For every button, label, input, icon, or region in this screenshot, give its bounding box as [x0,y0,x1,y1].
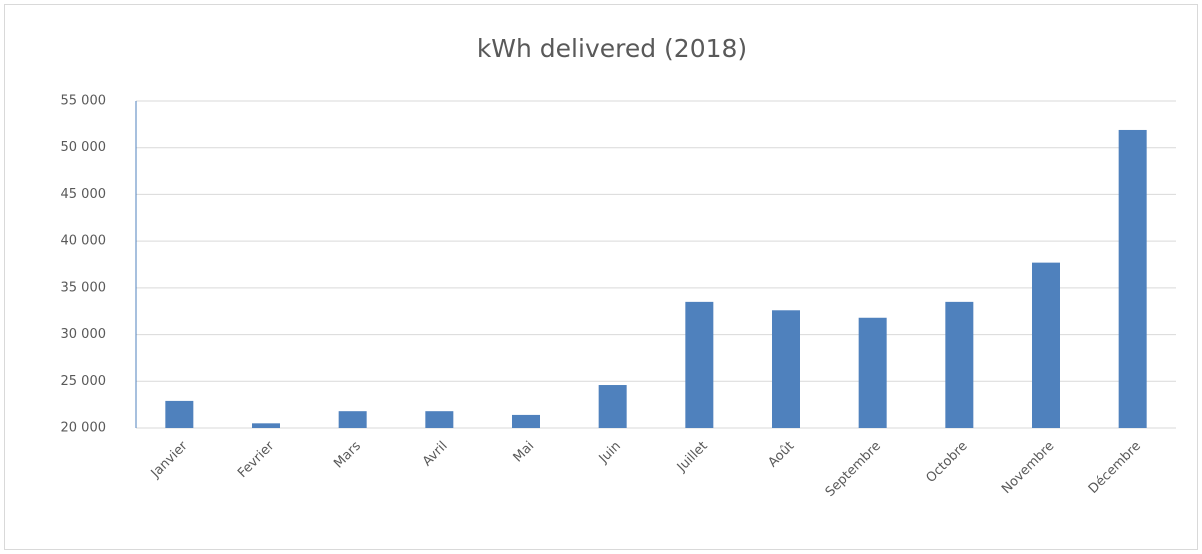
bar [685,301,714,428]
bar [512,414,540,428]
bar [1118,129,1147,428]
bar [165,400,194,428]
bar [338,411,367,428]
chart-frame [4,4,1198,550]
bar [252,423,280,428]
y-tick-label: 35 000 [61,280,107,295]
bar [1032,262,1060,428]
bar [945,301,974,428]
bar [858,317,887,428]
y-tick-label: 45 000 [61,187,107,202]
chart-title: kWh delivered (2018) [477,34,747,63]
y-tick-label: 55 000 [61,94,107,109]
y-tick-label: 20 000 [61,421,107,436]
bar [425,411,454,428]
y-tick-label: 25 000 [61,374,107,389]
y-tick-label: 50 000 [61,140,107,155]
bar [598,385,627,428]
y-tick-label: 40 000 [61,234,107,249]
bar [772,310,800,428]
y-tick-label: 30 000 [61,327,107,342]
